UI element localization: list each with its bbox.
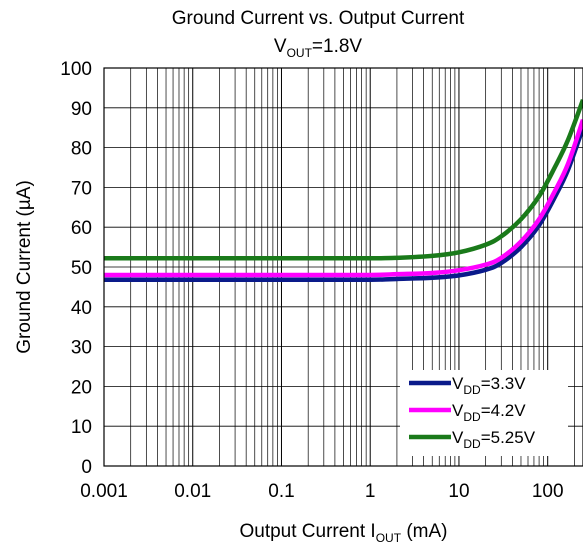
x-tick-label: 0.001 <box>80 481 128 502</box>
y-tick-label: 40 <box>71 298 92 319</box>
legend-label-3: VDD=5.25V <box>452 428 536 451</box>
x-tick-label: 0.1 <box>268 481 294 502</box>
x-tick-label: 1 <box>365 481 376 502</box>
y-tick-label: 10 <box>71 417 92 438</box>
plot-frame <box>103 67 583 467</box>
chart-title: Ground Current vs. Output Current <box>172 8 465 29</box>
data-series <box>104 99 583 283</box>
y-tick-label: 70 <box>71 178 92 199</box>
x-axis-label: Output Current IOUT (mA) <box>239 521 447 545</box>
legend: VDD=3.3V VDD=4.2V VDD=5.25V <box>400 370 568 456</box>
y-tick-label: 90 <box>71 99 92 120</box>
x-axis-ticks: 0.001 0.01 0.1 1 10 100 <box>80 481 563 502</box>
legend-label-1: VDD=3.3V <box>452 374 526 397</box>
legend-label-2: VDD=4.2V <box>452 401 526 424</box>
x-tick-label: 0.01 <box>174 481 211 502</box>
series-line-3 <box>104 99 583 261</box>
y-tick-label: 30 <box>71 338 92 359</box>
y-axis-label: Ground Current (µA) <box>14 180 35 354</box>
y-tick-label: 0 <box>81 457 92 478</box>
series-line-2 <box>104 119 583 278</box>
x-tick-label: 10 <box>448 481 469 502</box>
series-line-1 <box>104 126 583 283</box>
y-tick-label: 20 <box>71 377 92 398</box>
y-tick-label: 60 <box>71 218 92 239</box>
chart-subtitle: VOUT=1.8V <box>274 36 363 60</box>
y-axis-ticks: 0 10 20 30 40 50 60 70 80 90 100 <box>60 59 92 478</box>
y-tick-label: 50 <box>71 258 92 279</box>
y-tick-label: 100 <box>60 59 92 80</box>
x-tick-label: 100 <box>532 481 564 502</box>
y-tick-label: 80 <box>71 139 92 160</box>
